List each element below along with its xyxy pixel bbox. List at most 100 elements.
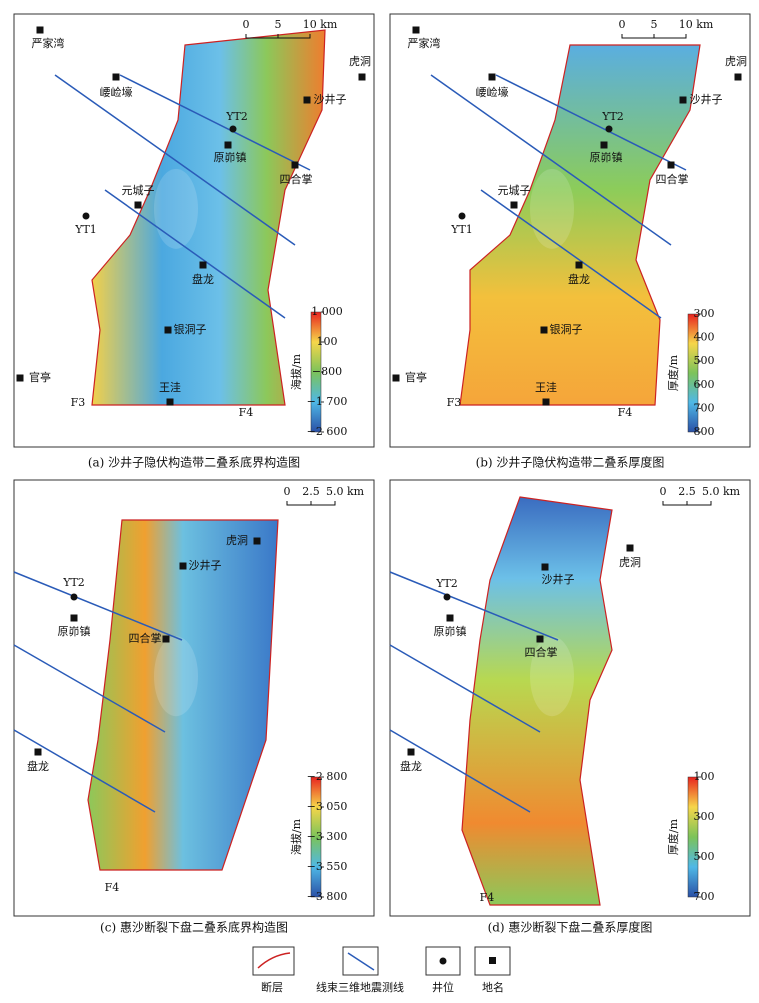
colorbar-tick-label: 300	[694, 307, 715, 320]
colorbar-title: 厚度/m	[666, 354, 680, 391]
legend-label: 井位	[432, 980, 454, 994]
map-area	[87, 519, 279, 871]
survey-line	[119, 74, 311, 171]
place-marker	[575, 261, 583, 269]
place-marker	[392, 374, 400, 382]
fault-label: F3	[447, 396, 462, 409]
panel-frame	[13, 13, 375, 448]
place-marker	[164, 326, 172, 334]
place-label: 沙井子	[542, 572, 575, 586]
place-label: 四合掌	[280, 172, 313, 186]
place-label: 元城子	[498, 184, 531, 197]
place-marker	[179, 562, 187, 570]
colorbar-tick-label: 700	[694, 401, 715, 414]
map-area	[91, 29, 326, 406]
well-marker	[605, 125, 613, 133]
legend-survey	[347, 952, 375, 971]
place-marker	[162, 635, 170, 643]
colorbar-tick-label: 600	[694, 378, 715, 391]
scale-label: 10 km	[679, 18, 714, 31]
survey-line	[13, 729, 156, 813]
place-label: 王洼	[159, 380, 181, 394]
place-marker	[667, 161, 675, 169]
colorbar-tick-label: 700	[694, 890, 715, 903]
place-label: YT2	[62, 576, 85, 589]
legend-label: 地名	[482, 980, 504, 994]
legend-box	[252, 946, 295, 976]
scale-bar	[621, 34, 687, 39]
colorbar-title: 海拔/m	[289, 353, 303, 390]
well-marker	[458, 212, 466, 220]
place-marker	[253, 537, 261, 545]
place-label: 原峁镇	[434, 624, 467, 638]
place-label: 盘龙	[192, 272, 214, 286]
survey-line	[104, 189, 286, 319]
place-marker	[70, 614, 78, 622]
fault-label: F3	[71, 396, 86, 409]
place-label: 沙井子	[314, 92, 347, 106]
place-marker	[291, 161, 299, 169]
place-label: 虎洞	[725, 55, 747, 68]
legend-label: 断层	[261, 980, 283, 994]
place-label: 原峁镇	[590, 150, 623, 164]
place-label: 四合掌	[656, 172, 689, 186]
well-marker	[70, 593, 78, 601]
well-marker	[443, 593, 451, 601]
place-marker	[540, 326, 548, 334]
colorbar-tick-label: 100	[317, 335, 338, 348]
legend-well	[439, 957, 447, 965]
scale-label: 0	[284, 485, 291, 498]
survey-line	[13, 571, 183, 641]
place-label: 银洞子	[550, 322, 583, 336]
place-label: 盘龙	[27, 759, 49, 773]
place-label: 虎洞	[619, 556, 641, 569]
place-label: 沙井子	[690, 92, 723, 106]
place-marker	[224, 141, 232, 149]
place-label: 原峁镇	[214, 150, 247, 164]
panels: 严家湾虎洞崾崄壕沙井子YT2原峁镇四合掌元城子YT1盘龙银洞子官亭王洼F3F41…	[13, 13, 751, 994]
scale-label: 0	[619, 18, 626, 31]
scale-label: 2.5	[302, 485, 320, 498]
legend-fault	[257, 952, 291, 969]
anomaly	[530, 168, 574, 249]
place-label: 原峁镇	[58, 624, 91, 638]
place-label: 严家湾	[32, 36, 65, 50]
place-label: YT2	[435, 577, 458, 590]
place-label: 虎洞	[349, 55, 371, 68]
colorbar-tick-label: −2 600	[307, 425, 348, 438]
scale-label: 5	[651, 18, 658, 31]
colorbar-tick-label: −800	[312, 365, 342, 378]
scale-label: 0	[660, 485, 667, 498]
survey-line	[430, 74, 672, 246]
place-label: 沙井子	[189, 558, 222, 572]
place-marker	[303, 96, 311, 104]
place-marker	[536, 635, 544, 643]
place-label: 官亭	[29, 370, 51, 384]
fault-label: F4	[239, 406, 254, 419]
place-marker	[734, 73, 742, 81]
place-marker	[166, 398, 174, 406]
legend-box	[474, 946, 511, 976]
place-label: 四合掌	[129, 631, 162, 645]
fault-label: F4	[105, 881, 120, 894]
scale-bar	[245, 34, 311, 39]
place-label: YT1	[74, 223, 97, 236]
colorbar-tick-label: 1 000	[311, 305, 343, 318]
place-label: 官亭	[405, 370, 427, 384]
well-marker	[82, 212, 90, 220]
legend-place	[489, 957, 496, 964]
survey-line	[389, 729, 531, 813]
survey-line	[480, 189, 662, 319]
colorbar-tick-label: −2 800	[307, 770, 348, 783]
survey-line	[389, 644, 541, 733]
place-label: 崾崄壕	[100, 85, 133, 99]
anomaly	[530, 636, 574, 717]
colorbar-tick-label: 300	[694, 810, 715, 823]
place-marker	[112, 73, 120, 81]
place-label: 盘龙	[400, 759, 422, 773]
place-label: 元城子	[122, 184, 155, 197]
survey-line	[495, 74, 687, 171]
